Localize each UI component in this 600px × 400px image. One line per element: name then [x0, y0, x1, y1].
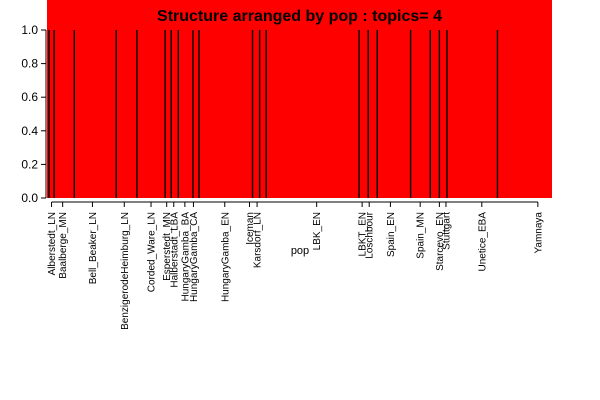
x-tick-label: Bell_Beaker_LN: [88, 212, 99, 284]
y-tick-label: 0.4: [21, 124, 38, 138]
y-tick-label: 0.6: [21, 90, 38, 104]
x-tick-label: Esperstedt_MN: [162, 212, 173, 281]
chart-title: Structure arranged by pop : topics= 4: [157, 8, 442, 25]
x-tick-label: BenzigerodeHeimburg_LN: [120, 212, 131, 330]
y-tick-label: 1.0: [21, 23, 38, 37]
y-axis: 0.0 0.2 0.4 0.6 0.8 1.0: [21, 23, 47, 205]
x-tick-label: Alberstedt_LN: [47, 212, 58, 275]
x-tick-label: Karsdorf_LN: [253, 212, 264, 268]
x-tick-label: Spain_MN: [416, 212, 427, 259]
y-tick-label: 0.2: [21, 157, 38, 171]
x-tick-label: Iceman: [245, 212, 256, 245]
x-tick-label: Stuttgart: [441, 212, 452, 250]
x-tick-label: LBKT_EN: [358, 212, 369, 256]
x-tick-label: Spain_EN: [386, 212, 397, 257]
x-tick-label: HungaryGamba_BA: [180, 212, 191, 302]
y-tick-label: 0.0: [21, 191, 38, 205]
x-tick-label: LBK_EN: [312, 212, 323, 250]
x-tick-label: Starcevo_EN: [435, 212, 446, 271]
x-axis: Alberstedt_LN Baalberge_MN Bell_Beaker_LN B…: [47, 201, 544, 330]
x-tick-label: Halberstadt_LBA: [169, 212, 180, 288]
x-tick-label: HungaryGamba_EN: [220, 212, 231, 302]
x-tick-label: Yamnaya: [533, 212, 544, 254]
population-separators: [48, 30, 499, 198]
x-tick-label: Corded_Ware_LN: [147, 212, 158, 292]
x-tick-label: Unetice_EBA: [477, 212, 488, 272]
x-tick-label: Baalberge_MN: [58, 212, 69, 279]
x-axis-label: pop: [291, 245, 309, 257]
y-tick-label: 0.8: [21, 57, 38, 71]
x-tick-label: Loschbour: [365, 211, 376, 258]
membership-fill: [47, 0, 552, 198]
x-tick-label: HungaryGamba_CA: [189, 212, 200, 302]
